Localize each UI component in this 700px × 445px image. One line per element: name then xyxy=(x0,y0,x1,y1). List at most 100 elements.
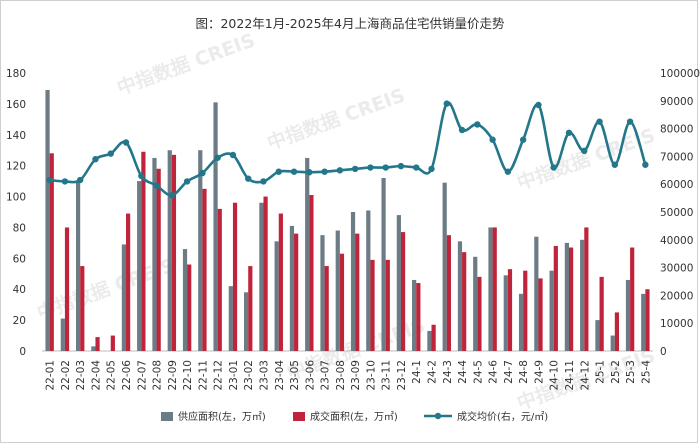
sales-bar xyxy=(187,264,192,351)
x-tick-label: 23-04 xyxy=(274,360,286,391)
watermark-text: 中指数据 CREIS xyxy=(114,29,258,100)
price-point xyxy=(458,126,466,134)
price-point xyxy=(626,118,634,125)
right-tick-label: 70000 xyxy=(660,151,693,163)
supply-bar xyxy=(198,150,203,351)
left-tick-label: 120 xyxy=(6,161,26,173)
supply-bar xyxy=(137,181,142,351)
sales-bar xyxy=(309,195,314,351)
supply-bar xyxy=(182,249,188,351)
x-tick-label: 23-09 xyxy=(350,360,362,391)
price-point xyxy=(321,168,328,175)
supply-bar xyxy=(75,181,81,351)
bars xyxy=(45,89,650,351)
price-point xyxy=(76,176,84,184)
price-point xyxy=(260,178,267,185)
x-tick-label: 23-08 xyxy=(335,360,347,391)
supply-bar xyxy=(259,202,264,351)
right-tick-label: 30000 xyxy=(660,263,693,275)
sales-bar xyxy=(431,324,436,351)
supply-bar xyxy=(167,150,172,351)
legend-swatch-supply xyxy=(161,412,173,421)
sales-bar xyxy=(217,208,222,351)
sales-bar xyxy=(49,153,54,351)
sales-bar xyxy=(614,312,620,351)
x-tick-label: 23-03 xyxy=(258,360,270,391)
sales-bar xyxy=(599,276,604,351)
x-tick-label: 23-07 xyxy=(320,360,332,391)
sales-bar xyxy=(95,337,100,351)
price-point xyxy=(122,139,130,146)
sales-bar xyxy=(370,259,375,351)
x-tick-label: 24-6 xyxy=(488,360,500,384)
supply-bar xyxy=(549,270,554,351)
x-tick-label: 23-10 xyxy=(365,360,377,391)
sales-bar xyxy=(416,283,421,351)
right-tick-label: 50000 xyxy=(660,207,693,219)
sales-bar xyxy=(645,289,650,351)
supply-bar xyxy=(320,235,325,351)
price-point xyxy=(275,168,282,175)
x-tick-label: 22-10 xyxy=(182,360,194,391)
sales-bar xyxy=(538,278,543,351)
supply-bar xyxy=(427,330,432,351)
price-point xyxy=(413,164,420,171)
x-tick-label: 24-5 xyxy=(472,360,484,384)
supply-bar xyxy=(60,318,65,351)
x-tick-label: 24-12 xyxy=(579,360,591,391)
supply-bar xyxy=(213,102,218,351)
chart-title: 图：2022年1月-2025年4月上海商品住宅供销量价走势 xyxy=(195,16,505,31)
price-point xyxy=(397,162,405,170)
sales-bar xyxy=(584,227,589,351)
sales-bar xyxy=(523,270,528,351)
x-tick-label: 25-3 xyxy=(625,360,637,384)
x-tick-label: 24-8 xyxy=(518,360,530,384)
x-tick-label: 24-10 xyxy=(549,360,561,391)
legend-swatch-price-dot xyxy=(434,412,442,420)
sales-bar xyxy=(156,168,161,351)
price-line-path xyxy=(49,101,647,197)
supply-bar xyxy=(228,286,233,351)
x-tick-label: 23-12 xyxy=(396,360,408,391)
sales-bar xyxy=(248,266,253,351)
x-tick-label: 22-05 xyxy=(106,360,118,391)
price-point xyxy=(183,178,191,185)
supply-bar xyxy=(610,335,615,351)
x-tick-label: 22-01 xyxy=(45,360,57,391)
price-point xyxy=(306,169,313,176)
legend-label-supply: 供应面积(左，万㎡) xyxy=(178,410,266,423)
sales-bar xyxy=(400,232,406,351)
price-point xyxy=(428,165,435,173)
right-tick-label: 90000 xyxy=(660,96,693,108)
price-point xyxy=(290,168,298,175)
price-point xyxy=(214,154,221,161)
supply-bar xyxy=(625,279,631,351)
x-tick-label: 24-11 xyxy=(564,360,576,391)
price-point xyxy=(443,100,450,107)
supply-bar xyxy=(442,182,447,351)
x-tick-label: 22-08 xyxy=(152,360,164,391)
supply-bar xyxy=(305,157,310,351)
supply-bar xyxy=(366,210,371,351)
supply-bar xyxy=(488,227,493,351)
sales-bar xyxy=(339,253,345,351)
sales-bar xyxy=(324,266,329,351)
supply-bar xyxy=(45,89,50,351)
supply-bar xyxy=(381,178,386,351)
right-tick-label: 40000 xyxy=(660,235,693,247)
sales-bar xyxy=(64,227,70,351)
x-tick-label: 22-06 xyxy=(121,360,133,391)
supply-bar xyxy=(396,215,401,351)
left-tick-label: 180 xyxy=(6,68,26,80)
right-tick-label: 10000 xyxy=(660,318,693,330)
sales-bar xyxy=(263,196,268,351)
x-tick-label: 22-09 xyxy=(167,360,179,391)
x-tick-label: 22-04 xyxy=(90,360,102,391)
sales-bar xyxy=(568,247,574,351)
price-point xyxy=(382,164,389,171)
supply-bar xyxy=(121,244,127,351)
right-tick-label: 20000 xyxy=(660,290,693,302)
supply-bar xyxy=(503,275,508,351)
price-point xyxy=(489,136,496,143)
sales-bar xyxy=(171,154,177,351)
